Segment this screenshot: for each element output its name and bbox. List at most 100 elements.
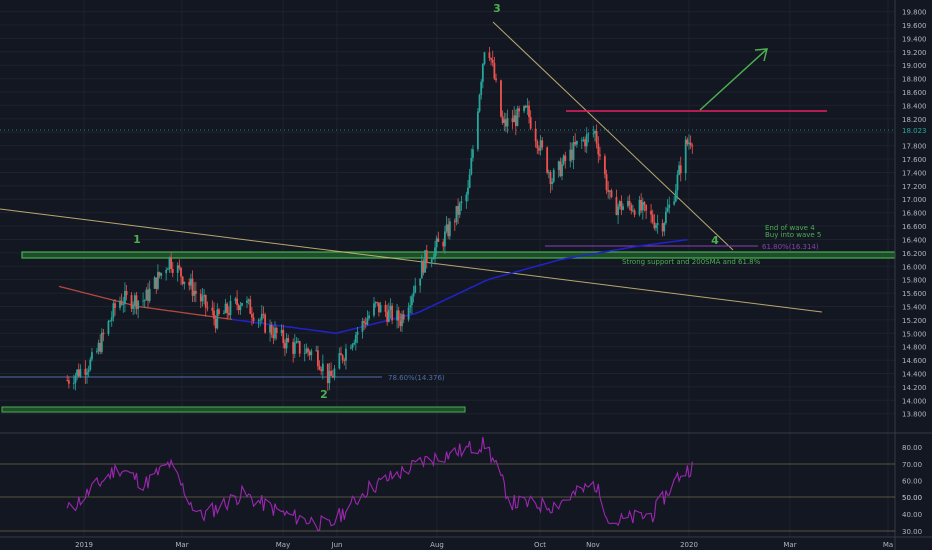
long-trendline[interactable]	[0, 208, 823, 313]
candle-body	[447, 224, 450, 237]
wave5-arrow-shaft[interactable]	[699, 48, 768, 111]
candle-body	[257, 320, 260, 322]
time-axis[interactable]: 2019 Mar May Jun Aug Oct Nov 2020 Mar Ma	[75, 541, 893, 549]
rsi-level-marker	[896, 492, 932, 502]
candle-body	[310, 350, 313, 356]
upper-support-box[interactable]	[21, 251, 896, 259]
candle-body	[513, 115, 516, 123]
candle-body	[387, 309, 390, 322]
fib-61-label: 61.80%(16.314)	[762, 243, 819, 251]
candle-body	[72, 383, 75, 384]
candle-body	[224, 303, 227, 314]
candle-body	[524, 106, 527, 108]
candle-body	[391, 305, 394, 321]
candle-body	[214, 318, 217, 329]
price-tick-label: 15.600	[902, 290, 927, 298]
candle-body	[467, 187, 469, 195]
candle-body	[610, 190, 613, 198]
candle-body	[523, 106, 525, 112]
candle-body	[326, 363, 329, 384]
candle-body	[91, 352, 93, 360]
candle-body	[363, 321, 365, 323]
price-tick-label: 18.600	[902, 89, 927, 97]
candle-body	[137, 300, 140, 310]
price-tick-label: 14.000	[902, 397, 927, 405]
candle-body	[468, 174, 471, 188]
candle-body	[147, 289, 149, 301]
candle-body	[176, 265, 179, 273]
price-tick-label: 17.600	[902, 156, 927, 164]
wave-1-label: 1	[133, 233, 141, 246]
candle-body	[318, 366, 321, 370]
candle-body	[112, 303, 115, 318]
candle-body	[663, 223, 666, 232]
candle-body	[239, 305, 242, 311]
candle-body	[285, 338, 288, 349]
candle-body	[529, 117, 532, 129]
candle-body	[640, 199, 643, 211]
candle-body	[315, 350, 318, 352]
candle-body	[84, 369, 87, 375]
time-tick-label: Ma	[883, 541, 893, 549]
price-tick-label: 14.600	[902, 357, 927, 365]
candle-body	[330, 370, 332, 376]
candle-body	[536, 141, 539, 149]
candle-body	[338, 353, 341, 369]
end-wave4-text: End of wave 4	[765, 224, 815, 232]
candle-body	[153, 277, 156, 289]
candle-body	[135, 295, 138, 310]
support-note-text: Strong support and 200SMA and 61.8%	[622, 258, 761, 266]
candle-body	[638, 199, 641, 215]
candle-body	[434, 247, 436, 259]
candle-body	[143, 300, 146, 302]
candle-body	[528, 105, 530, 118]
candle-body	[67, 380, 70, 384]
candle-body	[376, 302, 379, 303]
price-tick-label: 18.200	[902, 116, 927, 124]
price-tick-label: 14.200	[902, 384, 927, 392]
sma-200-line	[231, 238, 688, 335]
candle-body	[269, 325, 271, 333]
candle-body	[97, 342, 100, 352]
candle-body	[386, 311, 389, 322]
candle-body	[181, 276, 184, 284]
candle-body	[656, 223, 659, 225]
price-axis[interactable]: 19.800 19.600 19.400 19.200 19.000 18.800 18.6…	[902, 9, 927, 419]
candle-body	[295, 341, 298, 343]
candle-body	[425, 250, 428, 263]
candle-body	[280, 329, 283, 334]
candle-body	[361, 321, 364, 332]
candle-body	[247, 299, 250, 301]
candle-body	[483, 52, 486, 64]
candle-body	[76, 369, 79, 376]
price-tick-label: 14.800	[902, 344, 927, 352]
candle-body	[114, 303, 116, 308]
candle-body	[684, 139, 687, 174]
candle-body	[194, 290, 197, 294]
candle-body	[547, 172, 550, 173]
candle-body	[491, 59, 494, 63]
candle-body	[480, 81, 483, 96]
candle-body	[229, 300, 232, 315]
candle-body	[409, 305, 412, 308]
lower-support-box[interactable]	[1, 406, 466, 413]
candle-body	[303, 353, 306, 354]
candle-body	[688, 142, 690, 145]
rsi-pane[interactable]	[0, 436, 895, 532]
candle-body	[412, 292, 415, 297]
candle-body	[99, 342, 102, 352]
candle-body	[308, 351, 311, 356]
wave5-arrow-head	[754, 48, 768, 62]
last-price-label: 18.023	[902, 127, 927, 135]
candle-body	[501, 116, 504, 123]
candle-body	[541, 140, 544, 148]
candle-body	[539, 140, 542, 151]
wave3-trendline[interactable]	[492, 21, 734, 251]
candle-body	[516, 108, 519, 126]
candle-body	[260, 313, 263, 320]
candle-body	[608, 190, 611, 192]
price-tick-label: 19.000	[902, 62, 927, 70]
candle-body	[453, 221, 456, 223]
candle-body	[373, 303, 375, 316]
